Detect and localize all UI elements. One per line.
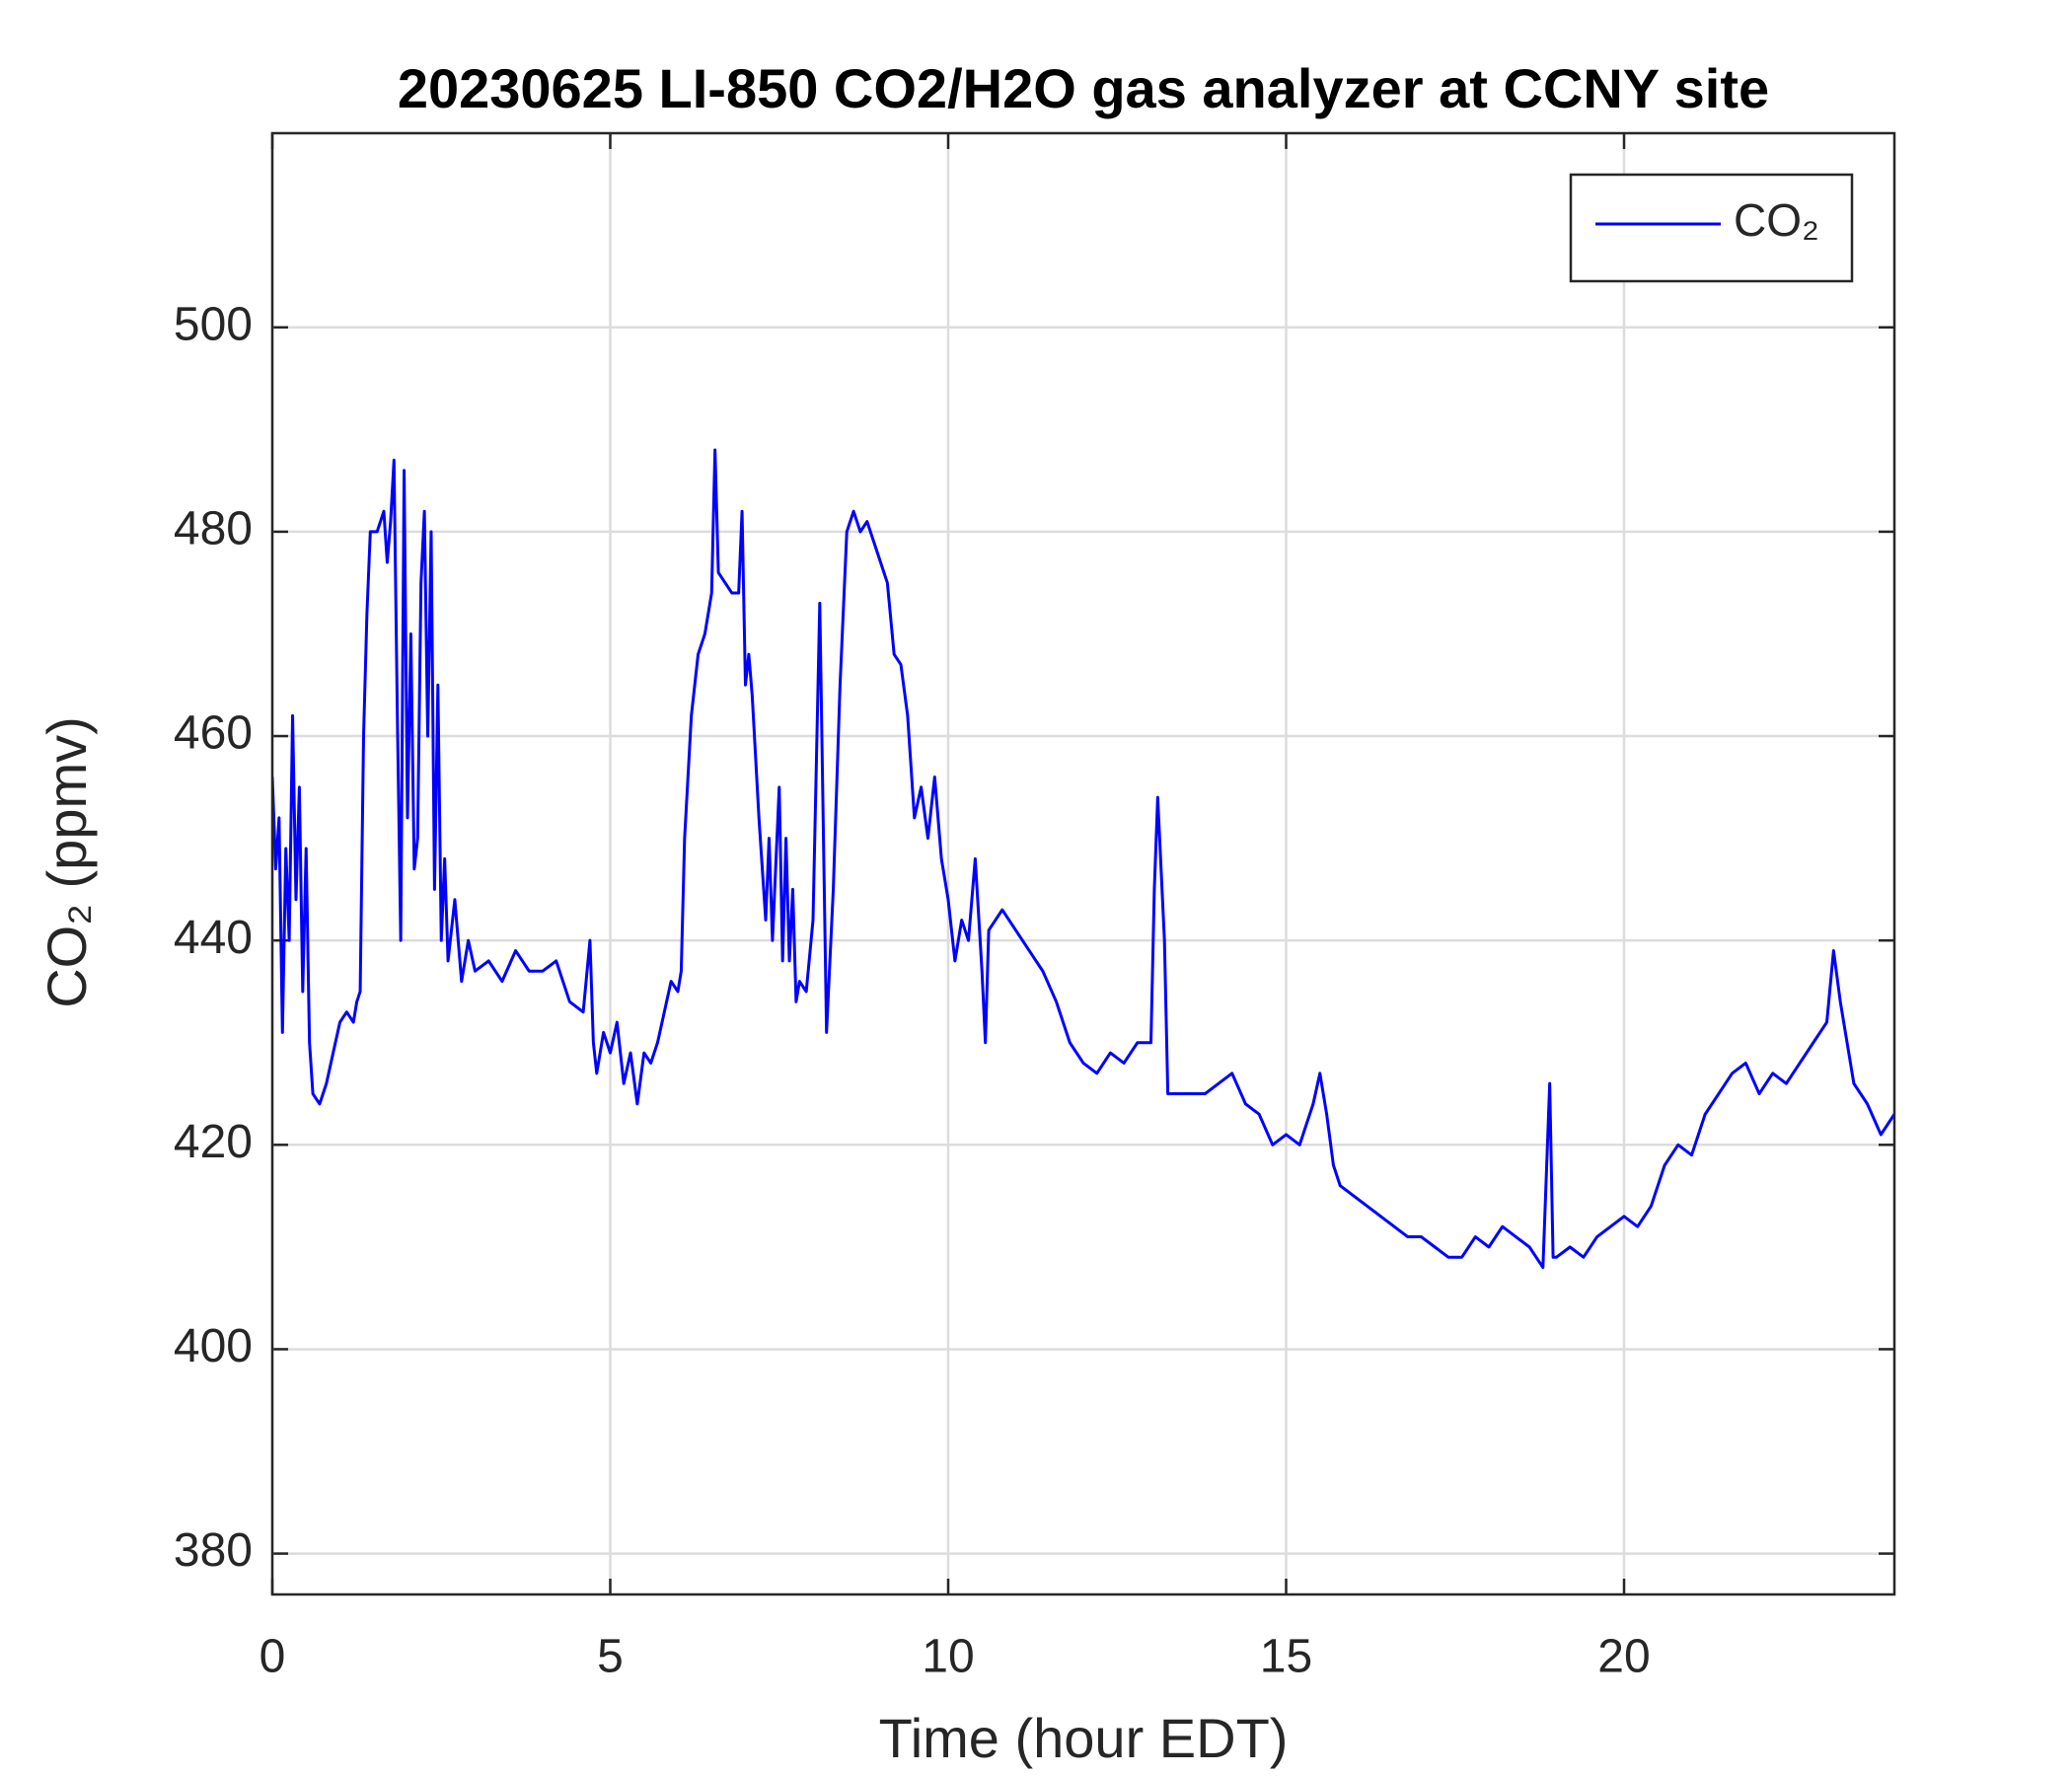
y-tick-label: 400 bbox=[174, 1320, 253, 1372]
legend-label: CO₂ bbox=[1734, 194, 1819, 246]
legend-box bbox=[1569, 173, 1854, 283]
y-tick-label: 440 bbox=[174, 912, 253, 964]
y-tick-label: 380 bbox=[174, 1524, 253, 1577]
y-axis-label: CO₂ (ppmv) bbox=[36, 716, 98, 1008]
x-tick-label: 5 bbox=[597, 1631, 624, 1683]
y-tick-label: 480 bbox=[174, 503, 253, 555]
y-tick-label: 500 bbox=[174, 298, 253, 350]
data-line bbox=[272, 448, 1894, 1270]
x-tick-label: 15 bbox=[1260, 1631, 1312, 1683]
y-tick-label: 460 bbox=[174, 707, 253, 760]
x-tick-label: 20 bbox=[1597, 1631, 1650, 1683]
y-tick-label: 420 bbox=[174, 1116, 253, 1168]
x-tick-label: 0 bbox=[259, 1631, 286, 1683]
chart-title: 20230625 LI-850 CO2/H2O gas analyzer at … bbox=[398, 57, 1769, 119]
x-axis-label: Time (hour EDT) bbox=[879, 1707, 1289, 1769]
x-tick-label: 10 bbox=[922, 1631, 974, 1683]
plot-frame bbox=[270, 131, 1896, 1596]
